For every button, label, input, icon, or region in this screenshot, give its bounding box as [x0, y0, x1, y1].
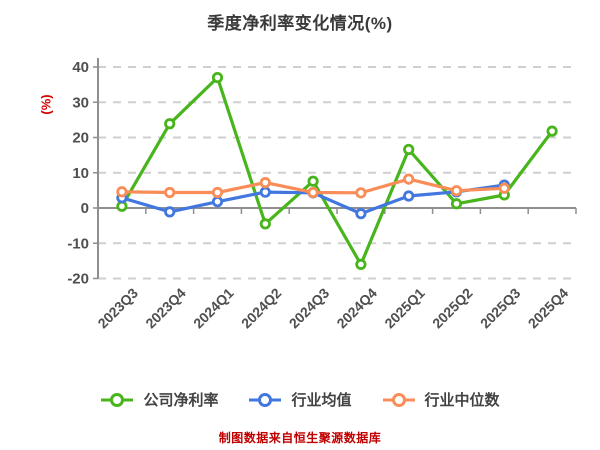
data-point-marker — [307, 186, 319, 199]
legend-item-industry-median[interactable]: 行业中位数 — [382, 389, 500, 410]
data-point-marker — [164, 206, 176, 218]
legend-label-company: 公司净利率 — [143, 392, 219, 409]
y-tick-label: 0 — [81, 200, 89, 217]
x-tick-label: 2025Q3 — [477, 285, 524, 332]
data-point-marker — [211, 186, 224, 199]
data-point-marker — [355, 187, 367, 199]
legend-label-industry-avg: 行业均值 — [291, 392, 352, 409]
x-tick-label: 2024Q1 — [190, 285, 237, 332]
y-tick-label: 10 — [72, 165, 89, 182]
data-point-marker — [355, 208, 367, 220]
y-tick-label: -20 — [67, 271, 89, 288]
x-tick-label: 2023Q3 — [94, 285, 141, 332]
legend: 公司净利率 行业均值 行业中位数 — [0, 389, 600, 410]
data-point-marker — [259, 186, 271, 198]
y-tick-label: -10 — [67, 235, 89, 252]
x-tick-label: 2023Q4 — [142, 285, 189, 332]
x-tick-label: 2025Q4 — [525, 285, 572, 332]
data-point-marker — [403, 173, 415, 185]
data-point-marker — [164, 186, 176, 199]
line-marker-icon — [101, 392, 134, 407]
y-tick-label: 20 — [72, 130, 89, 147]
x-tick-label: 2025Q2 — [429, 285, 476, 332]
series-line — [120, 76, 554, 266]
data-point-marker — [307, 175, 319, 187]
line-marker-icon — [382, 392, 415, 407]
y-tick-label: 40 — [72, 59, 89, 76]
legend-item-industry-avg[interactable]: 行业均值 — [248, 389, 352, 410]
data-point-marker — [403, 143, 415, 156]
line-marker-icon — [249, 392, 282, 407]
data-point-marker — [211, 196, 224, 208]
chart-title: 季度净利率变化情况(%) — [207, 14, 393, 33]
data-source-note: 制图数据来自恒生聚源数据库 — [218, 431, 382, 445]
x-tick-label: 2024Q4 — [333, 285, 380, 332]
data-point-marker — [259, 177, 271, 189]
y-tick-label: 30 — [72, 94, 89, 111]
data-point-marker — [164, 118, 176, 130]
data-point-marker — [450, 198, 463, 210]
x-tick-label: 2025Q1 — [381, 285, 428, 332]
legend-item-company[interactable]: 公司净利率 — [100, 389, 218, 410]
data-point-marker — [498, 182, 510, 194]
data-point-marker — [355, 258, 367, 270]
data-point-marker — [211, 71, 224, 84]
x-tick-label: 2024Q3 — [286, 285, 333, 332]
data-point-marker — [116, 186, 128, 198]
data-point-marker — [450, 185, 463, 197]
data-point-marker — [546, 125, 558, 137]
data-point-marker — [259, 218, 271, 230]
x-tick-label: 2024Q2 — [238, 285, 285, 332]
legend-label-industry-median: 行业中位数 — [424, 392, 500, 409]
data-point-marker — [403, 190, 415, 202]
